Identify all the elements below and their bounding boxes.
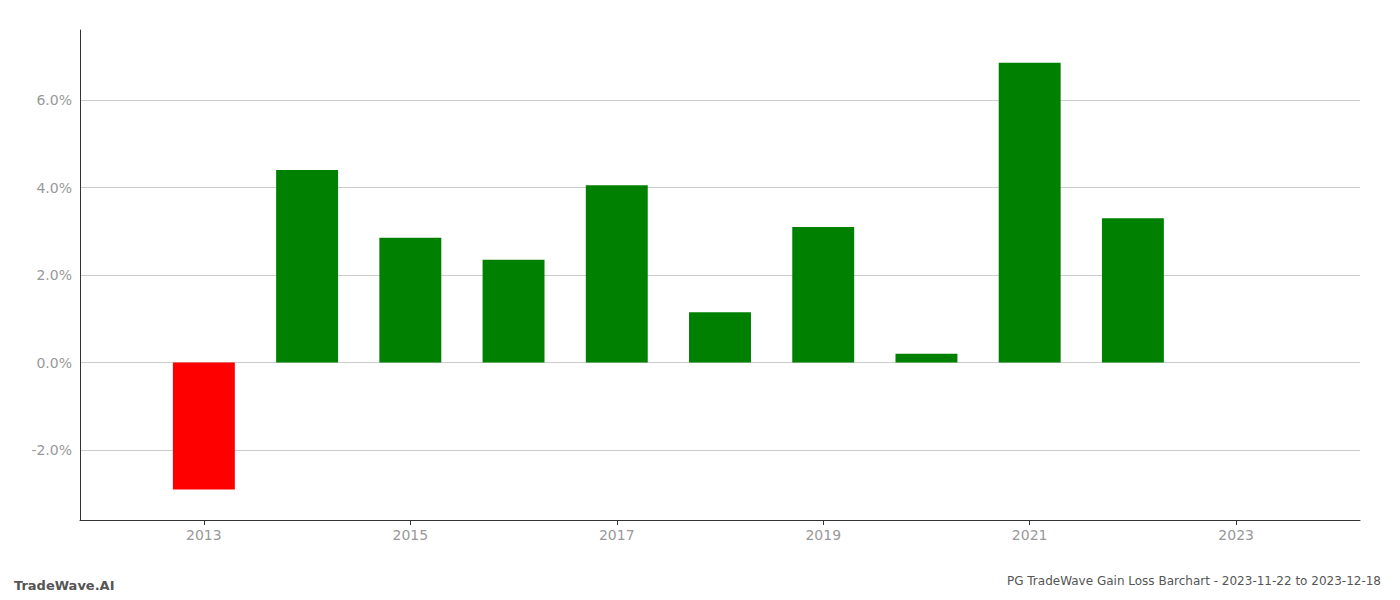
svg-text:0.0%: 0.0% (36, 355, 72, 371)
svg-text:2015: 2015 (393, 527, 429, 543)
svg-text:2019: 2019 (805, 527, 841, 543)
svg-text:PG TradeWave Gain Loss Barchar: PG TradeWave Gain Loss Barchart - 2023-1… (1007, 574, 1381, 588)
svg-text:2023: 2023 (1218, 527, 1254, 543)
svg-text:2013: 2013 (186, 527, 222, 543)
svg-text:6.0%: 6.0% (36, 92, 72, 108)
svg-text:4.0%: 4.0% (36, 180, 72, 196)
svg-text:2017: 2017 (599, 527, 635, 543)
svg-text:2.0%: 2.0% (36, 267, 72, 283)
svg-text:-2.0%: -2.0% (31, 442, 72, 458)
svg-text:TradeWave.AI: TradeWave.AI (14, 578, 115, 593)
svg-text:2021: 2021 (1012, 527, 1048, 543)
